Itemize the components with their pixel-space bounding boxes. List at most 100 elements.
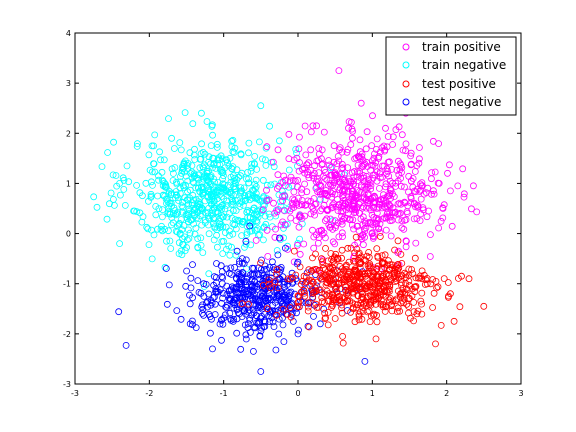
point-train-positive — [264, 252, 272, 260]
point-train-negative — [145, 241, 153, 249]
point-test-negative — [248, 283, 256, 291]
point-train-positive — [331, 171, 339, 179]
point-train-positive — [320, 201, 328, 209]
point-test-positive — [362, 257, 370, 265]
point-train-positive — [315, 150, 323, 158]
point-test-positive — [328, 269, 336, 277]
point-train-negative — [107, 189, 115, 197]
point-train-positive — [372, 220, 380, 228]
point-test-positive — [418, 289, 426, 297]
point-train-negative — [228, 243, 235, 251]
point-train-negative — [242, 240, 250, 248]
point-train-positive — [294, 183, 301, 191]
point-train-positive — [313, 175, 321, 183]
point-train-negative — [173, 180, 181, 188]
point-test-positive — [405, 271, 413, 279]
point-train-positive — [359, 231, 367, 239]
point-test-negative — [233, 247, 241, 255]
point-train-positive — [293, 241, 301, 249]
point-test-negative — [186, 320, 194, 328]
point-test-negative — [231, 263, 239, 271]
point-train-negative — [170, 145, 178, 152]
point-train-negative — [186, 149, 194, 157]
point-train-positive — [379, 191, 387, 199]
point-test-positive — [387, 302, 395, 310]
point-train-negative — [229, 200, 237, 208]
point-train-negative — [209, 131, 217, 139]
point-test-negative — [238, 259, 246, 267]
point-train-negative — [131, 207, 138, 215]
point-train-negative — [247, 241, 255, 249]
point-test-positive — [339, 332, 347, 340]
point-test-positive — [364, 270, 371, 278]
point-test-positive — [308, 267, 316, 275]
point-train-positive — [330, 142, 338, 150]
point-test-positive — [338, 304, 345, 312]
point-train-negative — [189, 120, 197, 128]
point-train-negative — [226, 227, 233, 235]
point-train-negative — [171, 194, 179, 202]
point-train-positive — [334, 152, 342, 160]
point-train-negative — [174, 222, 181, 230]
point-test-negative — [212, 274, 220, 281]
point-test-positive — [362, 284, 370, 292]
point-train-positive — [398, 131, 406, 139]
point-train-negative — [189, 209, 197, 217]
point-test-positive — [394, 237, 402, 245]
point-test-positive — [279, 305, 287, 313]
point-test-positive — [321, 266, 329, 274]
point-train-positive — [387, 232, 395, 240]
point-train-positive — [323, 215, 331, 223]
point-test-negative — [254, 304, 262, 311]
point-test-positive — [304, 307, 312, 315]
point-train-positive — [428, 190, 435, 198]
point-train-negative — [262, 161, 270, 169]
point-train-negative — [214, 161, 221, 169]
point-train-negative — [212, 164, 220, 172]
point-train-positive — [376, 220, 384, 228]
point-train-positive — [368, 211, 376, 219]
point-test-negative — [241, 286, 248, 294]
point-test-negative — [272, 346, 280, 354]
point-test-positive — [350, 257, 358, 265]
point-test-positive — [263, 305, 271, 313]
point-train-positive — [351, 155, 359, 163]
point-test-negative — [211, 300, 219, 308]
point-train-positive — [394, 200, 402, 208]
point-test-negative — [249, 296, 257, 304]
point-test-negative — [208, 315, 215, 323]
point-train-positive — [291, 177, 299, 185]
point-test-negative — [280, 338, 288, 346]
point-train-positive — [321, 189, 328, 197]
point-train-positive — [349, 190, 357, 198]
point-test-positive — [387, 275, 395, 283]
point-train-positive — [365, 176, 373, 184]
point-test-positive — [271, 278, 279, 286]
point-test-positive — [376, 233, 384, 240]
point-test-negative — [200, 280, 208, 288]
point-train-negative — [158, 168, 166, 176]
point-train-negative — [209, 220, 217, 228]
point-test-positive — [286, 304, 294, 311]
point-train-positive — [460, 193, 468, 201]
point-test-negative — [361, 357, 369, 365]
point-train-negative — [200, 164, 207, 172]
point-test-negative — [289, 317, 297, 325]
point-train-negative — [239, 218, 247, 226]
legend: train positive train negative test posit… — [385, 36, 517, 116]
point-train-negative — [238, 232, 246, 240]
point-train-positive — [271, 233, 279, 241]
point-train-positive — [349, 199, 357, 207]
point-train-positive — [308, 202, 316, 210]
point-test-negative — [219, 274, 227, 282]
point-test-negative — [198, 303, 206, 311]
point-test-positive — [405, 309, 412, 317]
point-test-positive — [326, 278, 334, 286]
point-train-positive — [311, 200, 319, 208]
point-train-negative — [285, 166, 293, 174]
point-train-positive — [363, 195, 370, 203]
point-test-positive — [299, 277, 307, 285]
point-train-positive — [437, 217, 445, 225]
point-train-negative — [250, 204, 258, 212]
